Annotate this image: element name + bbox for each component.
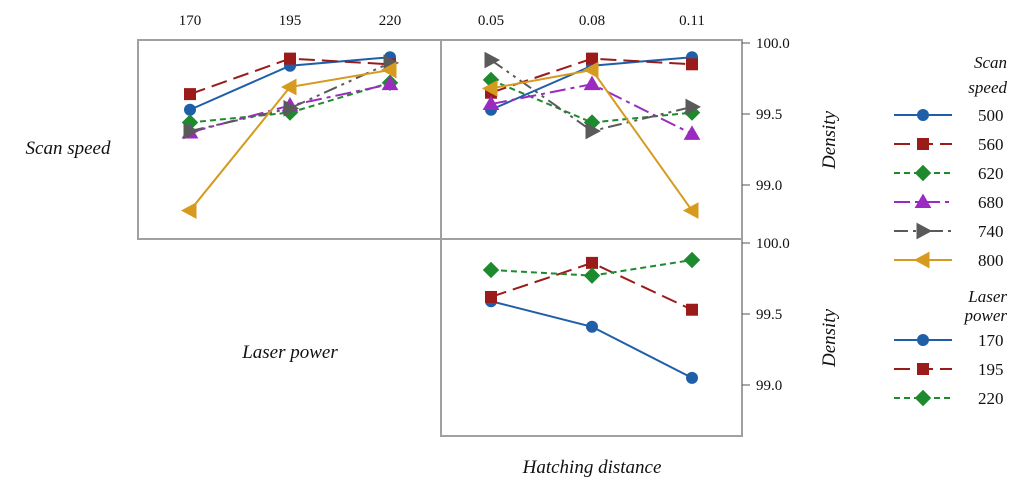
legend-scan-speed: 500 560 620 680 740 800 <box>894 106 1004 270</box>
data-point-680 <box>381 75 399 91</box>
legend-label: 740 <box>978 222 1004 241</box>
legend-label: 500 <box>978 106 1004 125</box>
legend-marker <box>917 138 929 150</box>
legend-marker <box>914 193 932 208</box>
data-point-560 <box>686 58 698 71</box>
data-point-220 <box>482 261 500 279</box>
data-point-220 <box>683 251 701 269</box>
row-label-laser-power: Laser power <box>241 342 338 363</box>
data-point-195 <box>586 256 598 269</box>
series-680 <box>482 75 701 140</box>
series-220 <box>482 251 701 284</box>
series-800 <box>180 61 397 219</box>
data-point-800 <box>682 202 699 219</box>
legend-title-laser-power: Laser <box>967 287 1007 306</box>
data-point-170 <box>686 371 698 384</box>
data-point-560 <box>184 88 196 101</box>
legend-label: 560 <box>978 135 1004 154</box>
data-point-560 <box>284 52 296 65</box>
legend-title-scan-speed: speed <box>968 78 1007 97</box>
legend-entry-220: 220 <box>894 389 1004 408</box>
data-point-740 <box>685 98 702 116</box>
legend-entry-500: 500 <box>894 106 1004 125</box>
panel-laser-power-vs-hatching-distance <box>482 251 701 384</box>
data-point-740 <box>484 51 501 69</box>
series-line-170 <box>490 300 693 379</box>
data-point-800 <box>582 61 599 79</box>
x-tick-label: 0.11 <box>679 13 705 29</box>
y-tick-label: 99.0 <box>756 178 782 194</box>
data-point-740 <box>283 99 300 117</box>
data-point-800 <box>380 61 397 79</box>
data-point-220 <box>583 267 601 284</box>
legend-entry-195: 195 <box>894 360 1004 379</box>
legend-title-laser-power: power <box>964 306 1008 325</box>
y-tick-label: 99.5 <box>756 307 782 323</box>
legend-marker <box>917 109 929 121</box>
data-point-800 <box>481 80 498 97</box>
x-tick-label: 170 <box>179 13 202 29</box>
legend-label: 800 <box>978 251 1004 270</box>
data-point-680 <box>683 125 701 140</box>
data-point-500 <box>184 103 196 116</box>
panel-frame-laser-hatch <box>440 238 743 437</box>
legend-marker <box>916 222 933 240</box>
data-point-195 <box>485 290 497 303</box>
legend-marker <box>914 164 932 182</box>
data-point-195 <box>686 303 698 316</box>
series-170 <box>485 295 698 384</box>
series-195 <box>485 256 698 316</box>
data-point-680 <box>482 95 500 111</box>
data-point-680 <box>583 75 601 91</box>
legend-entry-800: 800 <box>894 251 1004 270</box>
legend-marker <box>917 363 929 375</box>
data-point-800 <box>180 202 197 219</box>
row-label-scan-speed: Scan speed <box>26 138 111 159</box>
legend-entry-170: 170 <box>894 331 1004 350</box>
legend-laser-power: 170 195 220 <box>894 331 1004 408</box>
legend-label: 620 <box>978 164 1004 183</box>
legend-marker <box>917 334 929 346</box>
legend-marker <box>913 251 930 269</box>
series-740 <box>484 51 702 140</box>
series-line-740 <box>189 61 391 133</box>
legend-entry-680: 680 <box>894 193 1004 212</box>
x-tick-label: 220 <box>379 13 402 29</box>
legend-label: 195 <box>978 360 1004 379</box>
legend-entry-560: 560 <box>894 135 1004 154</box>
legend-marker <box>914 389 932 407</box>
y-tick-label: 99.5 <box>756 107 782 123</box>
series-line-740 <box>490 59 693 133</box>
y-axis-title: Density <box>819 308 840 368</box>
x-tick-label: 0.05 <box>478 13 504 29</box>
legend-label: 680 <box>978 193 1004 212</box>
panel-scan-speed-vs-laser-power <box>180 51 400 219</box>
panel-scan-speed-vs-hatching-distance <box>481 51 702 219</box>
data-point-800 <box>280 78 297 96</box>
x-tick-label: 195 <box>279 13 302 29</box>
legend-entry-740: 740 <box>894 222 1004 241</box>
data-point-170 <box>586 320 598 333</box>
x-tick-label: 0.08 <box>579 13 605 29</box>
y-tick-label: 100.0 <box>756 236 790 252</box>
legend-entry-620: 620 <box>894 164 1004 183</box>
y-tick-label: 99.0 <box>756 378 782 394</box>
y-axis-title: Density <box>819 110 840 170</box>
y-tick-label: 100.0 <box>756 36 790 52</box>
series-line-800 <box>490 68 693 212</box>
data-point-740 <box>585 122 602 140</box>
legend-label: 220 <box>978 389 1004 408</box>
x-axis-title: Hatching distance <box>522 457 662 478</box>
data-point-560 <box>586 52 598 65</box>
data-point-740 <box>183 122 200 140</box>
legend-label: 170 <box>978 331 1004 350</box>
series-800 <box>481 61 699 219</box>
legend-title-scan-speed: Scan <box>974 53 1007 72</box>
